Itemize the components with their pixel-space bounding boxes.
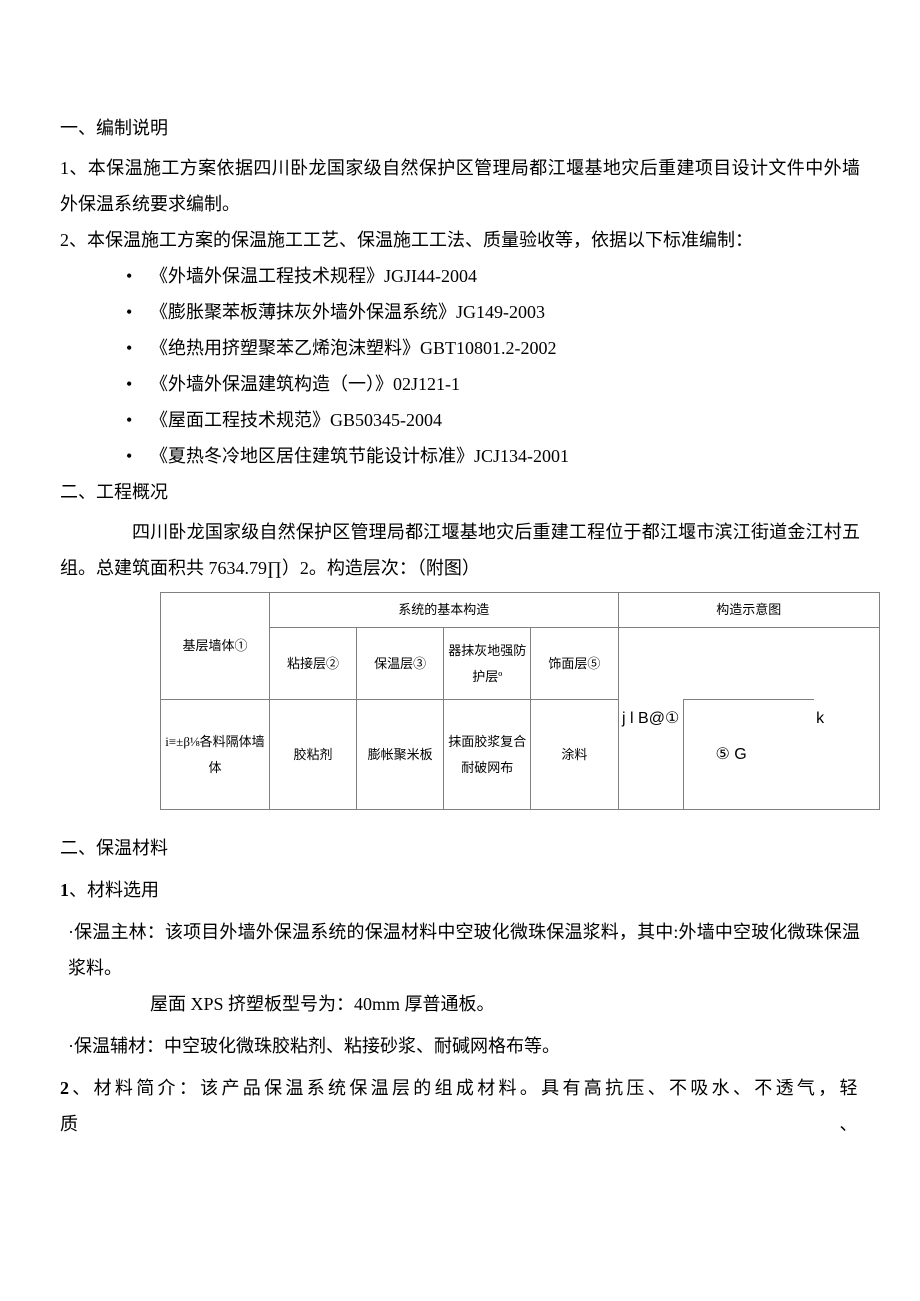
bold-number: 2 [60,1078,72,1098]
construction-table: 基层墙体① 系统的基本构造 构造示意图 粘接层② 保温层③ 器抹灰地强防护层º … [160,592,880,810]
list-item: 《绝热用挤塑聚苯乙烯泡沫塑料》GBT10801.2-2002 [150,330,860,366]
cell-r-c4: 涂料 [531,700,618,810]
table-row: i≡±β⅛各料隔体墙体 胶粘剂 膨帐聚米板 抹面胶浆复合耐破网布 涂料 ⑤ G [161,700,880,810]
cell-schema-bot-2 [749,700,814,810]
s3-sub1: 1、材料选用 [60,872,860,908]
cell-h-c1: 粘接层② [269,628,356,700]
cell-r-base: i≡±β⅛各料隔体墙体 [161,700,270,810]
cell-r-c3: 抹面胶浆复合耐破网布 [444,700,531,810]
cell-r-c2: 膨帐聚米板 [357,700,444,810]
bold-number: 1 [60,880,69,900]
cell-system-header: 系统的基本构造 [269,593,618,628]
section-2-title: 二、工程概况 [60,474,860,510]
cell-schema-1: j l B@① [618,628,683,810]
section-3-title: 二、保温材料 [60,830,860,866]
cell-base-header: 基层墙体① [161,593,270,700]
cell-h-c3: 器抹灰地强防护层º [444,628,531,700]
sub-text: 、材料选用 [69,880,159,900]
list-item: 《夏热冬冷地区居住建筑节能设计标准》JCJ134-2001 [150,438,860,474]
s1-para-2: 2、本保温施工方案的保温施工工艺、保温施工工法、质量验收等，依据以下标准编制： [60,222,860,258]
s1-para-1: 1、本保温施工方案依据四川卧龙国家级自然保护区管理局都江堰基地灾后重建项目设计文… [60,150,860,222]
material-aux: ·保温辅材：中空玻化微珠胶粘剂、粘接砂浆、耐碱网格布等。 [60,1028,860,1064]
material-main: ·保温主林：该项目外墙外保温系统的保温材料中空玻化微珠保温浆料，其中:外墙中空玻… [60,914,860,986]
cell-schema-bot-1: ⑤ G [683,700,748,810]
list-item: 《外墙外保温工程技术规程》JGJI44-2004 [150,258,860,294]
cell-schema-header: 构造示意图 [618,593,880,628]
s2-para-1: 四川卧龙国家级自然保护区管理局都江堰基地灾后重建工程位于都江堰市滨江街道金江村五… [60,514,860,586]
list-item: 《屋面工程技术规范》GB50345-2004 [150,402,860,438]
list-item: 《外墙外保温建筑构造（一）》02J121-1 [150,366,860,402]
standards-list: 《外墙外保温工程技术规程》JGJI44-2004 《膨胀聚苯板薄抹灰外墙外保温系… [60,258,860,474]
material-main-b: 屋面 XPS 挤塑板型号为：40mm 厚普通板。 [60,986,860,1022]
cell-r-c1: 胶粘剂 [269,700,356,810]
cell-schema-3 [749,628,814,700]
cell-schema-2 [683,628,748,700]
list-item: 《膨胀聚苯板薄抹灰外墙外保温系统》JG149-2003 [150,294,860,330]
s3-sub2: 2、材料简介：该产品保温系统保温层的组成材料。具有高抗压、不吸水、不透气，轻质、 [60,1070,860,1142]
cell-h-c2: 保温层③ [357,628,444,700]
table-row: 基层墙体① 系统的基本构造 构造示意图 [161,593,880,628]
section-1-title: 一、编制说明 [60,110,860,146]
sub-text: 、材料简介：该产品保温系统保温层的组成材料。具有高抗压、不吸水、不透气，轻质、 [60,1078,860,1134]
cell-schema-k: k [814,628,879,810]
cell-h-c4: 饰面层⑤ [531,628,618,700]
